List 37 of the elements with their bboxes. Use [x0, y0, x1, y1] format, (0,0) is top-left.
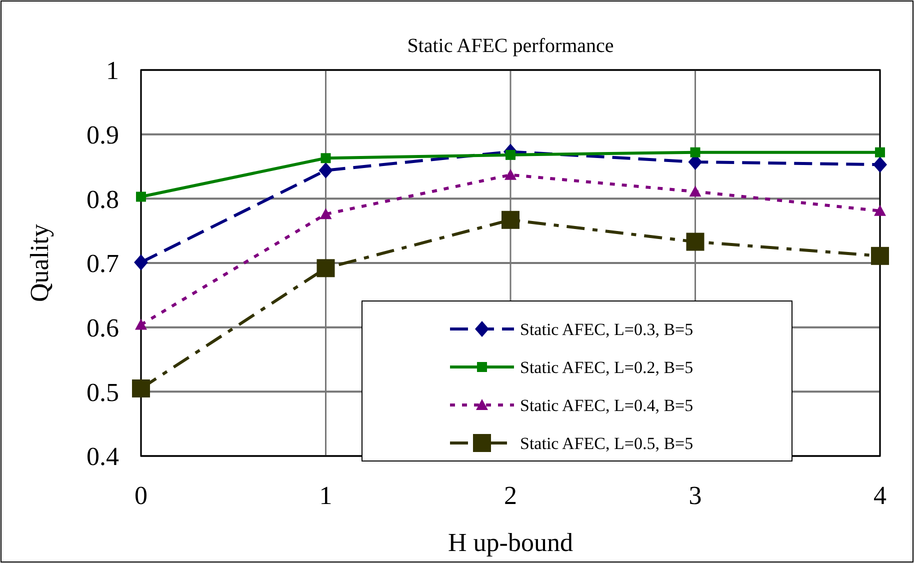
y-tick-label: 0.4 [86, 442, 119, 472]
point [136, 192, 146, 202]
x-tick-label: 1 [319, 481, 332, 510]
point [504, 168, 516, 180]
legend-label: Static AFEC, L=0.3, B=5 [520, 320, 694, 339]
point [686, 232, 704, 251]
point [316, 259, 335, 278]
legend-label: Static AFEC, L=0.5, B=5 [520, 434, 694, 453]
x-axis-title: H up-bound [448, 528, 573, 557]
point [506, 150, 516, 160]
x-tick-label: 0 [134, 481, 148, 510]
legend-label: Static AFEC, L=0.4, B=5 [520, 396, 694, 415]
x-tick-label: 4 [874, 481, 886, 510]
y-tick-label: 1 [106, 56, 119, 86]
point [134, 254, 148, 270]
y-tick-label: 0.5 [86, 378, 119, 407]
legend-label: Static AFEC, L=0.2, B=5 [520, 358, 694, 377]
y-tick-label: 0.9 [86, 120, 119, 150]
y-tick-label: 0.6 [86, 313, 119, 342]
point [874, 204, 886, 216]
point [690, 147, 700, 158]
y-tick-label: 0.8 [86, 184, 119, 214]
point [320, 208, 332, 220]
point [873, 156, 887, 173]
point [875, 147, 885, 158]
x-tick-label: 3 [688, 481, 702, 510]
x-tick-label: 2 [504, 481, 517, 510]
point [132, 379, 150, 398]
point [318, 162, 333, 178]
point [871, 246, 889, 265]
y-tick-label: 0.7 [86, 249, 119, 278]
point [320, 153, 331, 164]
point [135, 318, 147, 330]
chart-title: Static AFEC performance [407, 35, 614, 57]
point [689, 186, 702, 197]
point [502, 210, 520, 229]
y-axis-title: Quality [25, 224, 54, 302]
